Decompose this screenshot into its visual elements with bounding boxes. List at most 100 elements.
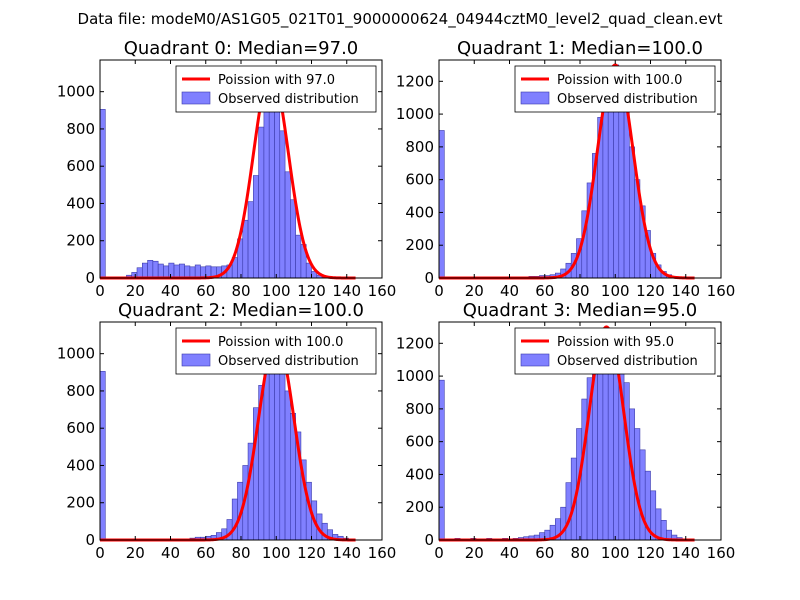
y-tick-label: 400 <box>66 456 95 474</box>
legend: Poission with 95.0 Observed distribution <box>514 327 716 375</box>
y-tick-label: 600 <box>66 419 95 437</box>
histogram-bar <box>242 219 249 279</box>
legend: Poission with 100.0 Observed distribution <box>175 327 377 375</box>
x-tick-label: 120 <box>297 282 326 300</box>
y-tick-label: 0 <box>85 531 95 549</box>
y-tick-label: 1000 <box>57 83 95 101</box>
legend-bar-swatch <box>520 353 550 367</box>
x-tick-label: 100 <box>601 282 630 300</box>
legend: Poission with 97.0 Observed distribution <box>175 65 377 113</box>
histogram-bar <box>602 97 609 279</box>
histogram-bar <box>247 201 254 279</box>
y-tick-label: 1000 <box>396 367 434 385</box>
quadrant-2-panel: 0 20 40 60 80 100 120 140 160 0 200 400 600 800 1000 Qu… <box>57 300 397 562</box>
legend-line-label: Poission with 97.0 <box>218 73 335 88</box>
x-tick-label: 0 <box>434 282 444 300</box>
x-tick-label: 60 <box>535 544 554 562</box>
x-tick-label: 60 <box>196 282 215 300</box>
x-tick-label: 160 <box>707 544 736 562</box>
legend: Poission with 100.0 Observed distribution <box>514 65 716 113</box>
y-tick-label: 0 <box>424 531 434 549</box>
histogram-bar <box>152 260 159 279</box>
legend-bar-swatch <box>520 91 550 105</box>
histogram-bar <box>639 449 646 541</box>
x-tick-label: 40 <box>500 544 519 562</box>
legend-box <box>514 327 716 375</box>
y-tick-label: 200 <box>66 494 95 512</box>
x-tick-label: 80 <box>231 544 250 562</box>
quadrant-0-title: Quadrant 0: Median=97.0 <box>124 38 359 59</box>
histogram-bar <box>142 262 148 279</box>
x-tick-label: 140 <box>332 282 361 300</box>
histogram-bar <box>279 372 286 541</box>
histogram-bar <box>623 110 630 279</box>
legend-bar-label: Observed distribution <box>557 92 698 107</box>
x-tick-label: 80 <box>231 282 250 300</box>
x-tick-label: 160 <box>368 282 397 300</box>
histogram-bar <box>284 390 291 541</box>
y-tick-label: 600 <box>405 171 434 189</box>
quadrant-1-title: Quadrant 1: Median=100.0 <box>457 38 703 59</box>
histogram-bar <box>618 84 625 279</box>
histogram-bar <box>99 371 106 541</box>
y-tick-label: 400 <box>405 465 434 483</box>
y-tick-label: 800 <box>66 382 95 400</box>
x-tick-label: 40 <box>161 544 180 562</box>
histogram-bar <box>200 266 207 279</box>
y-tick-label: 200 <box>405 498 434 516</box>
quadrant-0-panel: 0 20 40 60 80 100 120 140 160 0 200 400 600 800 1000 Qu… <box>57 38 397 300</box>
histogram-bar <box>268 353 275 541</box>
histogram-bar <box>290 199 296 279</box>
x-tick-label: 40 <box>500 282 519 300</box>
histogram-bar <box>231 498 238 541</box>
y-tick-label: 1000 <box>57 345 95 363</box>
y-tick-label: 600 <box>66 157 95 175</box>
legend-line-label: Poission with 100.0 <box>218 335 343 350</box>
histogram-bar <box>99 109 106 279</box>
legend-bar-label: Observed distribution <box>218 354 359 369</box>
quadrant-2-bars <box>99 340 349 541</box>
histogram-bar <box>253 175 259 279</box>
x-tick-label: 20 <box>465 544 484 562</box>
x-tick-label: 140 <box>671 544 700 562</box>
x-tick-label: 0 <box>434 544 444 562</box>
x-tick-label: 100 <box>262 544 291 562</box>
histogram-bar <box>279 130 286 279</box>
histogram-bar <box>581 398 588 541</box>
histogram-bar <box>565 482 572 541</box>
legend-box <box>175 65 377 113</box>
histogram-bar <box>168 262 175 279</box>
x-tick-label: 80 <box>570 544 589 562</box>
y-tick-label: 200 <box>66 232 95 250</box>
histogram-bar <box>147 259 154 279</box>
histogram-bar <box>660 520 667 541</box>
y-tick-label: 1000 <box>396 105 434 123</box>
x-tick-label: 160 <box>707 282 736 300</box>
x-tick-label: 160 <box>368 544 397 562</box>
legend-bar-label: Observed distribution <box>218 92 359 107</box>
histogram-bar <box>258 126 265 279</box>
quadrant-2-title: Quadrant 2: Median=100.0 <box>118 300 364 321</box>
x-tick-label: 120 <box>297 544 326 562</box>
y-tick-label: 800 <box>405 400 434 418</box>
y-tick-label: 400 <box>405 203 434 221</box>
x-tick-label: 20 <box>126 282 145 300</box>
y-tick-label: 0 <box>424 269 434 287</box>
histogram-bar <box>157 263 164 279</box>
y-tick-label: 800 <box>405 138 434 156</box>
quadrant-1-panel: 0 20 40 60 80 100 120 140 160 0 200 400 600 800 1000 12… <box>396 38 736 300</box>
y-tick-label: 600 <box>405 433 434 451</box>
histogram-bar <box>189 266 196 279</box>
histogram-bar <box>274 87 281 279</box>
legend-bar-swatch <box>181 353 211 367</box>
x-tick-label: 0 <box>95 544 105 562</box>
legend-line-label: Poission with 95.0 <box>557 335 674 350</box>
histogram-bar <box>184 265 191 279</box>
x-tick-label: 0 <box>95 282 105 300</box>
histogram-bar <box>163 265 170 279</box>
histogram-bar <box>136 267 143 279</box>
x-tick-label: 20 <box>465 282 484 300</box>
figure-suptitle: Data file: modeM0/AS1G05_021T01_90000006… <box>78 10 723 29</box>
legend-line-label: Poission with 100.0 <box>557 73 682 88</box>
